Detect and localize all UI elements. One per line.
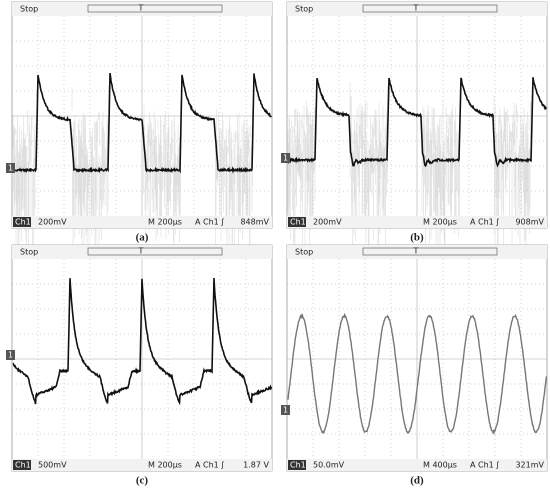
scale: 200mV xyxy=(313,218,342,227)
ground-marker-box xyxy=(6,350,15,360)
readout-bar xyxy=(287,459,547,471)
status: Stop xyxy=(20,248,38,257)
scope-panel: Stop T 1 Ch1 500mV M 200µs A Ch1 ʃ 1.87 V (c) xyxy=(6,244,273,487)
channel-box xyxy=(288,217,306,227)
timebase: M 200µs xyxy=(423,218,457,227)
ground-marker: 1 xyxy=(283,154,288,163)
caption: (c) xyxy=(136,475,149,487)
status: Stop xyxy=(295,248,313,257)
record-bar xyxy=(87,4,223,13)
ground-marker-box xyxy=(281,405,290,415)
scale: 200mV xyxy=(38,218,67,227)
ground-marker-box xyxy=(6,163,15,173)
ground-marker-box xyxy=(281,153,290,163)
timebase: M 200µs xyxy=(148,218,182,227)
scale: 50.0mV xyxy=(313,461,345,470)
trigger-position: T xyxy=(138,4,144,13)
record-bar xyxy=(87,247,223,256)
timebase: M 200µs xyxy=(148,461,182,470)
scope-panel: Stop T 1 Ch1 50.0mV M 400µs A Ch1 ʃ 321mV (d) xyxy=(281,244,548,487)
channel: Ch1 xyxy=(15,218,31,227)
status-bar xyxy=(12,245,272,259)
scale: 500mV xyxy=(38,461,67,470)
trigger-level: 1.87 V xyxy=(243,461,269,470)
readout-bar xyxy=(12,216,272,228)
channel-box xyxy=(288,460,306,470)
trigger-level: 908mV xyxy=(515,218,544,227)
channel: Ch1 xyxy=(15,461,31,470)
status: Stop xyxy=(20,5,38,14)
channel: Ch1 xyxy=(290,461,306,470)
readout-bar xyxy=(287,216,547,228)
trigger: A Ch1 ʃ xyxy=(195,218,224,227)
scope-panel: Stop T 1 Ch1 200mV M 200µs A Ch1 ʃ 848mV (a) xyxy=(6,1,273,280)
status: Stop xyxy=(295,5,313,14)
waveform xyxy=(12,72,272,174)
waveform xyxy=(287,312,548,436)
caption: (d) xyxy=(410,475,424,487)
trigger: A Ch1 ʃ xyxy=(470,218,499,227)
trigger: A Ch1 ʃ xyxy=(195,461,224,470)
ground-marker: 1 xyxy=(283,406,288,415)
ground-marker: 1 xyxy=(8,351,13,360)
channel: Ch1 xyxy=(290,218,306,227)
trigger-level: 848mV xyxy=(240,218,269,227)
trigger-position: T xyxy=(138,247,144,256)
caption: (a) xyxy=(136,232,149,244)
trigger: A Ch1 ʃ xyxy=(470,461,499,470)
trigger-position: T xyxy=(413,4,419,13)
trigger-level: 321mV xyxy=(515,461,544,470)
channel-box xyxy=(13,217,31,227)
ground-marker: 1 xyxy=(8,164,13,173)
channel-box xyxy=(13,460,31,470)
caption: (b) xyxy=(410,232,424,244)
waveform xyxy=(12,277,273,406)
readout-bar xyxy=(12,459,272,471)
waveform xyxy=(287,77,547,168)
status-bar xyxy=(287,2,547,16)
record-bar xyxy=(362,247,498,256)
status-bar xyxy=(287,245,547,259)
scope-panel: Stop T 1 Ch1 200mV M 200µs A Ch1 ʃ 908mV (b) xyxy=(281,1,548,271)
timebase: M 400µs xyxy=(423,461,457,470)
status-bar xyxy=(12,2,272,16)
trigger-position: T xyxy=(413,247,419,256)
record-bar xyxy=(362,4,498,13)
